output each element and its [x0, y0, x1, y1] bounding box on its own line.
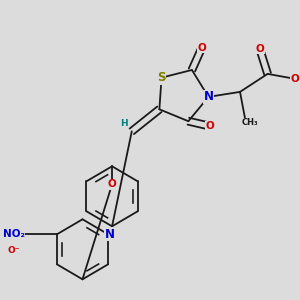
Text: CH₃: CH₃ — [242, 118, 258, 127]
Text: O: O — [291, 74, 300, 84]
Text: O⁻: O⁻ — [7, 246, 20, 255]
Text: N: N — [105, 228, 115, 241]
Text: N: N — [203, 90, 214, 104]
Text: O: O — [255, 44, 264, 54]
Text: S: S — [157, 71, 166, 84]
Text: O: O — [206, 121, 214, 131]
Text: O: O — [197, 43, 206, 53]
Text: NO₂: NO₂ — [3, 229, 25, 239]
Text: H: H — [120, 119, 128, 128]
Text: O: O — [108, 179, 116, 189]
